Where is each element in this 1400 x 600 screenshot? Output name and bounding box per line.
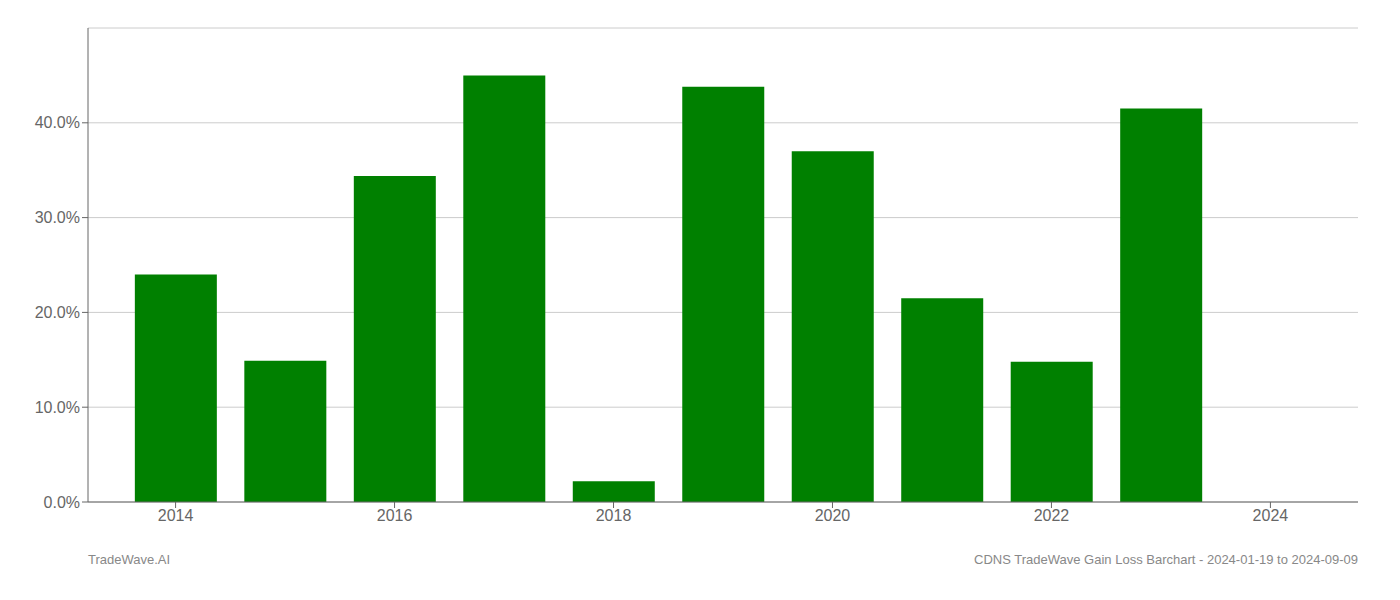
svg-text:2016: 2016 — [377, 507, 413, 524]
svg-text:30.0%: 30.0% — [35, 209, 80, 226]
svg-text:2014: 2014 — [158, 507, 194, 524]
svg-text:20.0%: 20.0% — [35, 304, 80, 321]
svg-text:2024: 2024 — [1253, 507, 1289, 524]
svg-text:2020: 2020 — [815, 507, 851, 524]
svg-text:2018: 2018 — [596, 507, 632, 524]
svg-text:40.0%: 40.0% — [35, 114, 80, 131]
svg-text:10.0%: 10.0% — [35, 399, 80, 416]
svg-text:2022: 2022 — [1034, 507, 1070, 524]
html-text:TradeWave.AI: TradeWave.AI — [88, 552, 171, 567]
svg-text:0.0%: 0.0% — [44, 494, 80, 511]
html-text:CDNS TradeWave Gain Loss Barch: CDNS TradeWave Gain Loss Barchart - 2024… — [974, 552, 1358, 567]
